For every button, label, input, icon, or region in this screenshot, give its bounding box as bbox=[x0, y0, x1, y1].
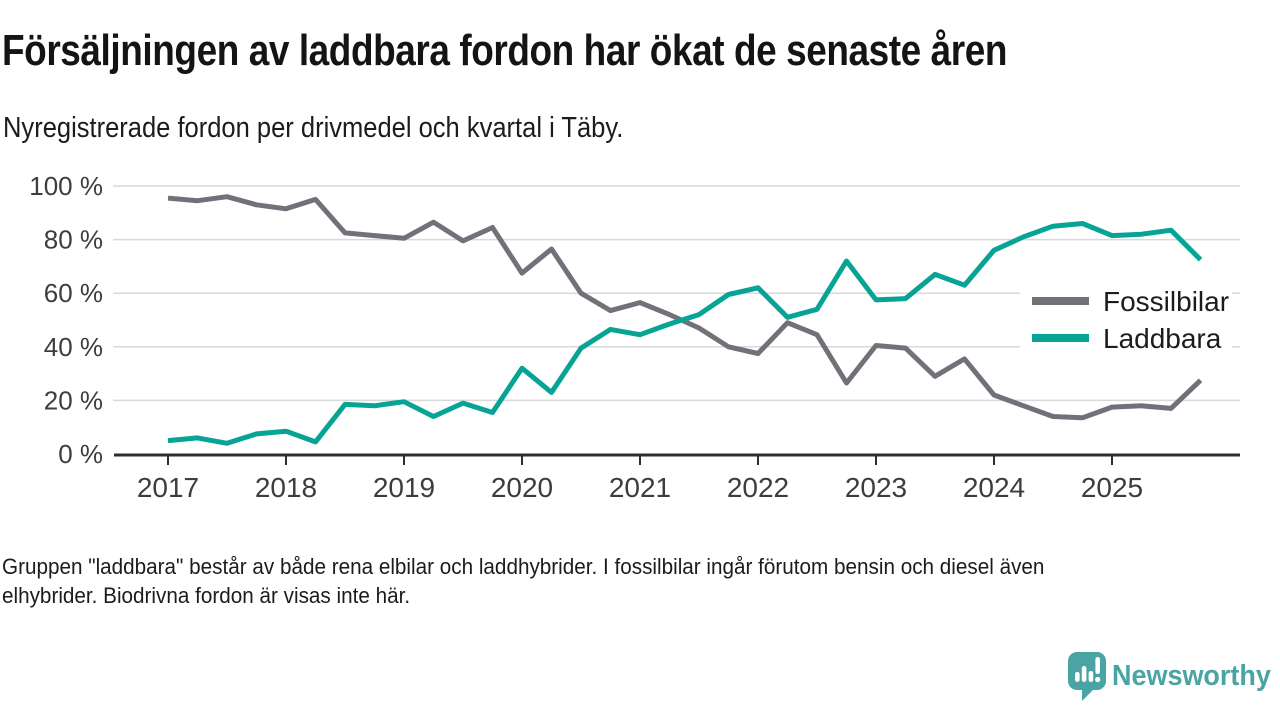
x-axis-tick-label: 2022 bbox=[727, 472, 789, 503]
line-chart: 0 % 20 % 40 % 60 % 80 % 100 % 2017 2018 2019 2020… bbox=[29, 171, 1240, 503]
y-axis-tick-label: 100 % bbox=[29, 171, 103, 201]
series-line-laddbara bbox=[167, 221, 1203, 446]
chart-subtitle: Nyregistrerade fordon per drivmedel och … bbox=[3, 112, 624, 144]
legend-label-laddbara: Laddbara bbox=[1103, 323, 1222, 354]
x-axis-tick-label: 2020 bbox=[491, 472, 553, 503]
y-axis-tick-label: 60 % bbox=[44, 278, 103, 308]
y-axis-tick-label: 20 % bbox=[44, 385, 103, 415]
chart-title: Försäljningen av laddbara fordon har öka… bbox=[2, 26, 1008, 75]
x-axis-tick-label: 2023 bbox=[845, 472, 907, 503]
x-axis-tick-label: 2025 bbox=[1081, 472, 1143, 503]
x-axis-tick-label: 2017 bbox=[137, 472, 199, 503]
y-axis-tick-label: 80 % bbox=[44, 225, 103, 255]
x-axis-tick-label: 2021 bbox=[609, 472, 671, 503]
y-axis-tick-label: 0 % bbox=[58, 439, 103, 469]
brand-logo: Newsworthy bbox=[1066, 648, 1280, 708]
legend-label-fossilbilar: Fossilbilar bbox=[1103, 286, 1229, 317]
x-axis-tick-label: 2018 bbox=[255, 472, 317, 503]
chart-footnote: Gruppen "laddbara" består av både rena e… bbox=[2, 552, 1111, 610]
brand-name: Newsworthy bbox=[1112, 660, 1271, 692]
x-axis-tick-label: 2024 bbox=[963, 472, 1025, 503]
y-axis-tick-label: 40 % bbox=[44, 332, 103, 362]
footnote-line: Gruppen "laddbara" består av både rena e… bbox=[2, 554, 1045, 579]
x-axis-tick-label: 2019 bbox=[373, 472, 435, 503]
footnote-line: elhybrider. Biodrivna fordon är visas in… bbox=[2, 583, 411, 608]
newsworthy-logo-icon bbox=[1068, 652, 1106, 701]
